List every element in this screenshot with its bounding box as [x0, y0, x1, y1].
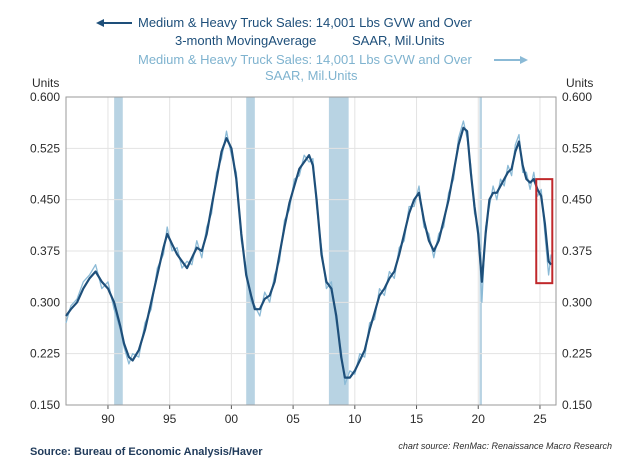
x-tick-label-3: 05 — [286, 412, 300, 426]
y-tick-label-right-3: 0.375 — [562, 244, 592, 258]
y-tick-label-left-0: 0.600 — [30, 90, 60, 104]
legend-ma-line2b: SAAR, Mil.Units — [352, 33, 445, 48]
legend-ma-line1: Medium & Heavy Truck Sales: 14,001 Lbs G… — [138, 15, 472, 30]
y-tick-label-left-3: 0.375 — [30, 244, 60, 258]
x-tick-label-0: 90 — [101, 412, 115, 426]
highlight-box — [535, 178, 554, 285]
x-tick-label-4: 10 — [348, 412, 362, 426]
legend-raw-line2: SAAR, Mil.Units — [265, 68, 358, 83]
y-axis-left-title: Units — [32, 76, 59, 90]
y-tick-label-right-1: 0.525 — [562, 141, 592, 155]
legend-arrow-right-icon — [520, 56, 528, 64]
y-tick-label-left-4: 0.300 — [30, 295, 60, 309]
legend-arrow-left-icon — [96, 19, 104, 27]
y-tick-label-right-0: 0.600 — [562, 90, 592, 104]
x-tick-label-7: 25 — [533, 412, 547, 426]
x-tick-label-6: 20 — [472, 412, 486, 426]
y-tick-label-left-1: 0.525 — [30, 141, 60, 155]
y-tick-label-right-5: 0.225 — [562, 347, 592, 361]
y-tick-label-right-6: 0.150 — [562, 398, 592, 412]
y-tick-label-right-2: 0.450 — [562, 193, 592, 207]
y-axis-right-title: Units — [566, 76, 593, 90]
footer-chart-source: chart source: RenMac: Renaissance Macro … — [398, 441, 612, 451]
plot-area: 0.600 0.600 0.525 0.525 0.450 0.450 0.375 0.375… — [30, 90, 592, 426]
y-tick-label-left-2: 0.450 — [30, 193, 60, 207]
x-tick-label-2: 00 — [225, 412, 239, 426]
y-tick-label-left-6: 0.150 — [30, 398, 60, 412]
x-tick-label-5: 15 — [410, 412, 424, 426]
x-tick-label-1: 95 — [163, 412, 177, 426]
legend-raw-line1: Medium & Heavy Truck Sales: 14,001 Lbs G… — [138, 52, 472, 67]
y-tick-label-right-4: 0.300 — [562, 295, 592, 309]
legend-ma-line2a: 3-month MovingAverage — [175, 33, 316, 48]
y-tick-label-left-5: 0.225 — [30, 347, 60, 361]
plot-frame — [65, 96, 557, 406]
legend: Medium & Heavy Truck Sales: 14,001 Lbs G… — [96, 15, 528, 83]
footer-source: Source: Bureau of Economic Analysis/Have… — [30, 446, 263, 458]
series-line-ma — [65, 126, 552, 379]
